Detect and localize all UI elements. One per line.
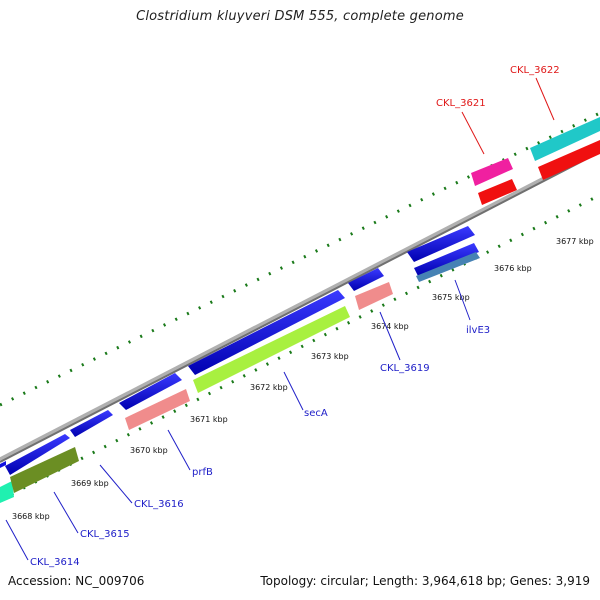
tick-label: 3668 kbp xyxy=(12,512,50,521)
tick-label: 3677 kbp xyxy=(556,237,594,246)
tick-label: 3672 kbp xyxy=(250,383,288,392)
inner-scale-ring xyxy=(0,193,600,502)
feature-lime[interactable] xyxy=(193,306,350,393)
genome-summary: Topology: circular; Length: 3,964,618 bp… xyxy=(260,574,590,588)
feature-olive[interactable] xyxy=(10,447,79,493)
map-title: Clostridium kluyveri DSM 555, complete g… xyxy=(136,9,464,24)
feature-cyan[interactable] xyxy=(530,117,600,161)
feature-red-1[interactable] xyxy=(478,179,517,205)
gene-label-CKL_3616[interactable]: CKL_3616 xyxy=(134,499,184,510)
tick-label: 3671 kbp xyxy=(190,415,228,424)
scale-labels: 3668 kbp 3669 kbp 3670 kbp 3671 kbp 3672… xyxy=(12,237,594,521)
gene-label-secA[interactable]: secA xyxy=(304,408,328,419)
feature-track xyxy=(0,117,600,503)
gene-label-prfB[interactable]: prfB xyxy=(192,467,213,478)
tick-label: 3673 kbp xyxy=(311,352,349,361)
gene-label-CKL_3621[interactable]: CKL_3621 xyxy=(436,98,486,109)
tick-label: 3675 kbp xyxy=(432,293,470,302)
cds-arrow-4[interactable] xyxy=(119,373,182,410)
feature-salmon-2[interactable] xyxy=(355,282,393,310)
cds-arrow-7[interactable] xyxy=(414,243,479,276)
gene-label-CKL_3622[interactable]: CKL_3622 xyxy=(510,65,560,76)
feature-salmon-1[interactable] xyxy=(125,389,190,430)
backbone-inner xyxy=(0,151,600,463)
feature-magenta[interactable] xyxy=(471,158,513,186)
tick-label: 3674 kbp xyxy=(371,322,409,331)
cds-arrow-1[interactable] xyxy=(0,461,6,468)
gene-label-CKL_3614[interactable]: CKL_3614 xyxy=(30,557,80,568)
gene-label-CKL_3619[interactable]: CKL_3619 xyxy=(380,363,430,374)
backbone-outer xyxy=(0,147,600,463)
cds-arrow-6[interactable] xyxy=(407,226,475,262)
cds-arrow-5[interactable] xyxy=(348,268,384,291)
gene-label-ilvE3[interactable]: ilvE3 xyxy=(466,325,490,336)
tick-label: 3669 kbp xyxy=(71,479,109,488)
gene-label-CKL_3615[interactable]: CKL_3615 xyxy=(80,529,130,540)
gene-labels: CKL_3614 CKL_3615 CKL_3616 prfB secA CKL… xyxy=(30,65,560,568)
forward-cds-track xyxy=(0,226,480,475)
cds-arrow-secA[interactable] xyxy=(188,290,345,375)
feature-aqua[interactable] xyxy=(0,481,14,503)
cds-arrow-2[interactable] xyxy=(5,434,70,475)
tick-label: 3676 kbp xyxy=(494,264,532,273)
outer-dotted-ring xyxy=(0,111,600,407)
accession-text: Accession: NC_009706 xyxy=(8,574,145,588)
cds-arrow-3[interactable] xyxy=(70,410,113,437)
cds-arrow-ilvE3[interactable] xyxy=(416,252,480,282)
label-leaders xyxy=(5,77,555,561)
tick-label: 3670 kbp xyxy=(130,446,168,455)
feature-red-2[interactable] xyxy=(538,140,600,180)
